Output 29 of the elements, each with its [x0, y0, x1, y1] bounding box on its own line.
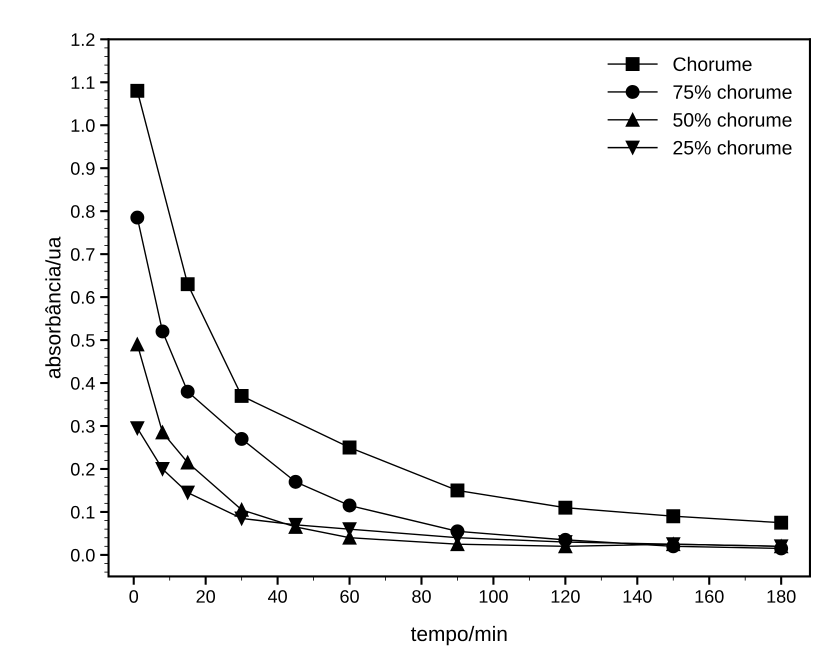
x-tick-label: 80: [412, 590, 431, 603]
x-axis-title: tempo/min: [410, 626, 507, 646]
y-tick-label: 1.2: [72, 33, 94, 46]
y-tick-label: 0.2: [70, 462, 94, 476]
legend-label: Chorume: [673, 56, 752, 72]
x-tick-label: 20: [196, 590, 216, 603]
legend-label: 75% chorume: [673, 84, 792, 99]
y-tick-label: 0.8: [70, 205, 95, 218]
y-tick-label: 0.5: [70, 334, 95, 347]
x-tick-label: 180: [767, 590, 796, 603]
x-tick-label: 140: [624, 590, 652, 603]
y-tick-label: 0.4: [70, 376, 95, 390]
y-tick-label: 0.6: [70, 291, 95, 304]
y-tick-label: 0.9: [70, 162, 94, 175]
y-tick-label: 1.0: [72, 119, 95, 132]
y-tick-label: 1.1: [72, 76, 94, 89]
x-tick-label: 120: [552, 590, 580, 603]
y-tick-label: 0.7: [70, 248, 94, 261]
x-tick-label: 100: [480, 590, 508, 603]
y-tick-label: 0.3: [70, 420, 95, 433]
y-tick-label: 0.1: [70, 506, 94, 519]
legend-label: 50% chorume: [673, 112, 792, 127]
legend-label: 25% chorume: [673, 140, 792, 155]
x-tick-label: 0: [129, 590, 138, 603]
y-tick-label: 0.0: [70, 548, 95, 562]
y-axis-title: absorbância/ua: [45, 236, 61, 378]
x-tick-label: 160: [696, 590, 724, 603]
x-tick-label: 60: [340, 590, 359, 603]
x-tick-label: 40: [268, 590, 287, 603]
